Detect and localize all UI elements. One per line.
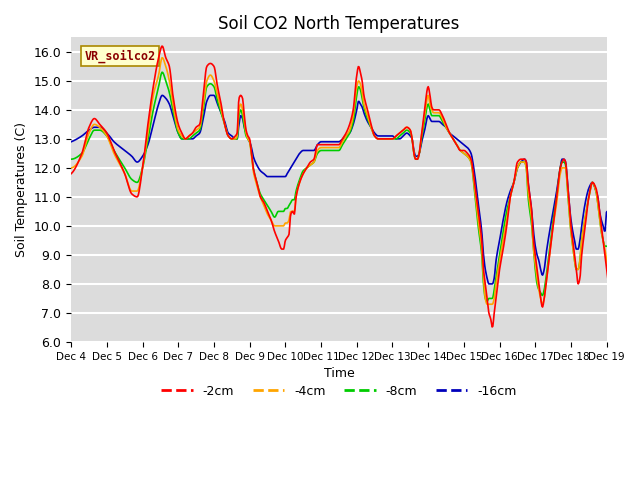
X-axis label: Time: Time: [324, 367, 355, 380]
Title: Soil CO2 North Temperatures: Soil CO2 North Temperatures: [218, 15, 460, 33]
Legend: -2cm, -4cm, -8cm, -16cm: -2cm, -4cm, -8cm, -16cm: [156, 380, 522, 403]
Text: VR_soilco2: VR_soilco2: [84, 49, 156, 63]
Y-axis label: Soil Temperatures (C): Soil Temperatures (C): [15, 122, 28, 257]
